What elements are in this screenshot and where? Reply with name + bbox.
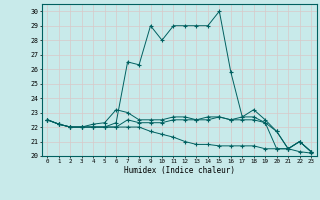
X-axis label: Humidex (Indice chaleur): Humidex (Indice chaleur) bbox=[124, 166, 235, 175]
